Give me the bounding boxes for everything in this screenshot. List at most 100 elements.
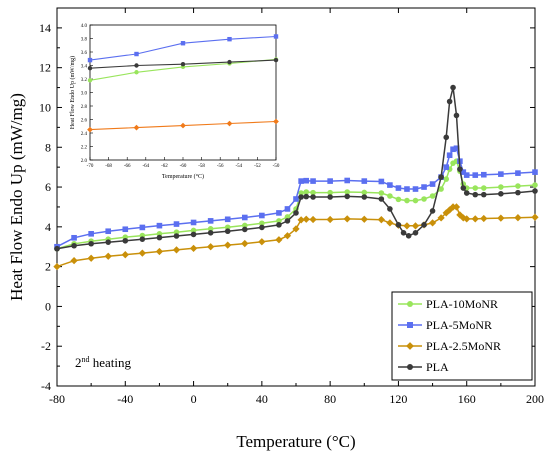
data-point (453, 145, 460, 152)
data-point (258, 238, 266, 246)
data-point (284, 214, 291, 220)
data-point (361, 189, 368, 196)
inset-x-tick-label: -62 (161, 164, 168, 169)
data-point (472, 172, 479, 178)
data-point (71, 242, 77, 249)
data-point (54, 245, 60, 252)
data-point (377, 216, 385, 224)
data-point (298, 194, 304, 200)
data-point (452, 203, 461, 211)
x-tick-label: 120 (389, 392, 407, 406)
x-tick-label: -80 (49, 392, 65, 406)
series-pla (54, 84, 538, 252)
data-point (429, 181, 436, 187)
x-tick-label: 0 (191, 392, 197, 406)
data-point (421, 222, 427, 228)
legend-label: PLA-5MoNR (426, 318, 492, 332)
data-point (421, 184, 427, 190)
inset-x-tick-label: -68 (105, 164, 112, 169)
data-point (190, 227, 197, 234)
inset-y-tick-label: 3.0 (81, 91, 88, 96)
inset-x-tick-label: -54 (235, 164, 242, 169)
annotation-main: 2 (75, 355, 82, 370)
inset-y-tick-label: 2.6 (81, 118, 88, 123)
data-point (283, 232, 292, 240)
inset-y-tick-label: 3.4 (81, 64, 88, 69)
x-axis-label: Temperature (°C) (236, 432, 355, 451)
legend-box (391, 291, 533, 381)
data-point (173, 233, 180, 239)
data-point (207, 226, 214, 232)
data-point (53, 262, 61, 271)
data-point (412, 186, 419, 192)
data-point (532, 169, 538, 175)
data-point (298, 190, 304, 196)
data-point (241, 226, 248, 233)
data-point (387, 182, 393, 188)
data-point (155, 247, 164, 256)
inset-x-tick-label: -52 (254, 164, 261, 169)
data-point (463, 190, 470, 196)
inset-y-tick-label: 4.0 (81, 24, 88, 29)
inset-series-pla (87, 57, 279, 71)
data-point (360, 215, 368, 223)
data-point (104, 252, 112, 260)
inset-data-point (133, 124, 140, 131)
data-point (446, 206, 454, 214)
data-point (284, 206, 291, 212)
data-point (450, 146, 456, 153)
data-point (122, 226, 129, 233)
data-point (532, 188, 538, 194)
data-point (303, 189, 310, 195)
data-point (404, 186, 410, 192)
inset-data-point (180, 122, 186, 129)
data-point (310, 189, 316, 196)
inset-x-tick-label: -58 (198, 164, 205, 169)
data-point (395, 185, 402, 191)
data-point (412, 230, 419, 236)
data-point (531, 213, 539, 221)
data-point (190, 231, 197, 238)
data-point (259, 220, 265, 227)
x-tick-label: 40 (256, 392, 268, 406)
data-point (156, 234, 163, 241)
data-point (457, 166, 463, 172)
data-point (276, 222, 282, 228)
data-point (105, 239, 112, 245)
data-point (310, 194, 316, 200)
data-point (293, 210, 299, 216)
data-point (303, 193, 310, 200)
inset-data-point (87, 78, 93, 83)
inset-x-tick-label: -70 (87, 164, 94, 169)
data-point (207, 243, 215, 251)
series-pla-5monr (54, 145, 538, 250)
data-point (386, 219, 394, 227)
legend-label: PLA-10MoNR (426, 297, 498, 311)
data-point (387, 193, 393, 199)
data-point (378, 190, 385, 196)
x-tick-label: 80 (324, 392, 336, 406)
data-point (310, 178, 316, 184)
annotation-rest: heating (90, 355, 132, 370)
data-point (443, 164, 450, 170)
inset-data-point (87, 57, 93, 63)
y-tick-label: 0 (45, 299, 51, 313)
annotation-sup: nd (82, 355, 90, 364)
data-point (172, 246, 181, 254)
y-axis-label: Heat Flow Endo Up (mW/mg) (7, 93, 26, 301)
inset-x-tick-label: -56 (217, 164, 224, 169)
inset-x-tick-label: -66 (124, 164, 131, 169)
data-point (284, 218, 291, 224)
x-tick-label: -40 (117, 392, 133, 406)
data-point (400, 230, 407, 236)
data-point (498, 171, 504, 177)
legend-label: PLA-2.5MoNR (426, 339, 501, 353)
inset-data-point (87, 126, 93, 133)
heating-annotation: 2nd heating (75, 355, 132, 370)
data-point (472, 185, 479, 191)
inset-data-point (226, 120, 233, 127)
data-point (293, 196, 299, 202)
data-point (429, 208, 436, 214)
y-tick-label: 8 (45, 140, 51, 154)
